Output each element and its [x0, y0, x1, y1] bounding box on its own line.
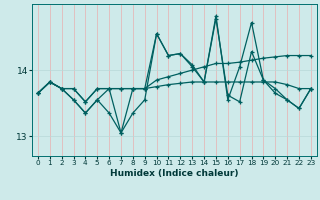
X-axis label: Humidex (Indice chaleur): Humidex (Indice chaleur) — [110, 169, 239, 178]
